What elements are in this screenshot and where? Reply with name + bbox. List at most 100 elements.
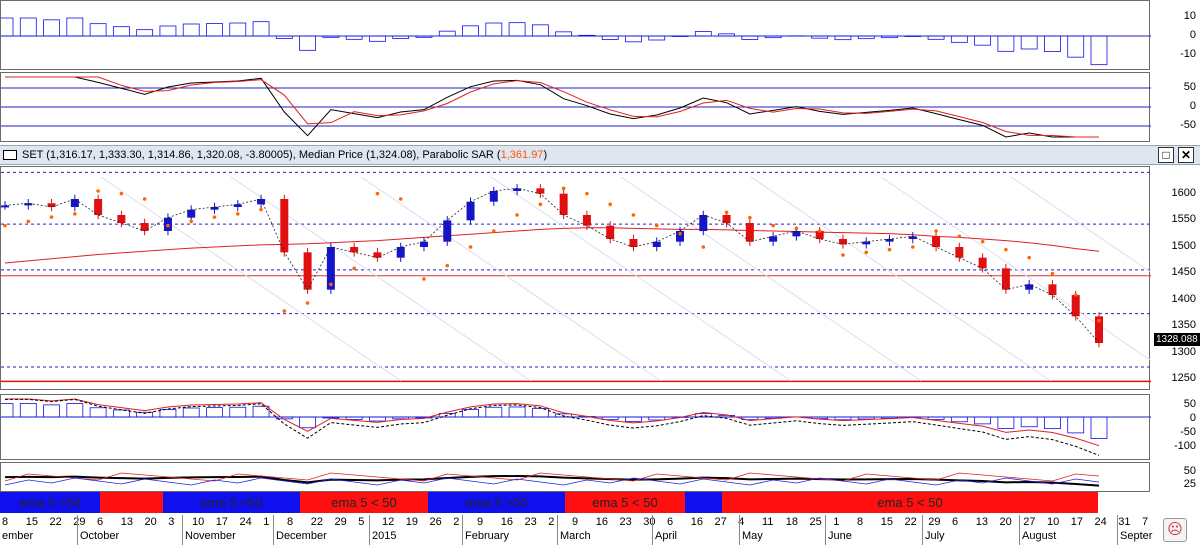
macd-bar <box>834 416 852 421</box>
month-separator <box>739 515 740 545</box>
date-label: 24 <box>1094 516 1107 528</box>
histogram-bar <box>43 19 60 37</box>
trend-line <box>230 176 532 382</box>
axis-tick: 25 <box>1183 478 1196 490</box>
candle-body <box>303 252 312 290</box>
sar-dot <box>701 245 706 249</box>
macd-bar <box>974 416 992 425</box>
axis-tick: 0 <box>1189 29 1196 41</box>
date-label: 6 <box>952 516 959 528</box>
macd-bar <box>206 407 223 418</box>
date-label: 9 <box>572 516 579 528</box>
sar-dot <box>235 212 240 216</box>
macd-bar <box>1020 416 1038 428</box>
candle-body <box>606 225 615 239</box>
sar-dot <box>724 210 729 215</box>
date-label: 6 <box>97 516 104 528</box>
sar-dot <box>887 247 892 252</box>
adx-line <box>4 474 1100 487</box>
histogram-bar <box>578 34 596 37</box>
candle-body <box>350 247 359 253</box>
histogram-bar <box>601 35 619 40</box>
date-label: 12 <box>382 516 395 528</box>
sar-dot <box>3 223 7 228</box>
oscillator-plot <box>1 76 1151 138</box>
axis-tick: 50 <box>1183 465 1196 477</box>
date-label: 4 <box>738 516 745 528</box>
candle-body <box>233 204 242 207</box>
macd-bar <box>229 406 247 418</box>
histogram-bar <box>438 30 456 37</box>
sad-face-icon[interactable]: ☹ <box>1163 518 1187 542</box>
candle-body <box>652 241 661 247</box>
sar-dot <box>585 191 589 196</box>
axis-tick: 1550 <box>1171 213 1196 225</box>
ema-band <box>685 492 722 513</box>
histogram-bar <box>462 25 479 37</box>
macd-bar <box>1067 416 1085 434</box>
histogram-bar <box>508 22 526 37</box>
histogram-bar <box>66 17 84 37</box>
dmi-minus-line <box>4 472 1100 482</box>
sar-dot <box>1073 293 1078 297</box>
month-separator <box>1019 515 1020 545</box>
sar-dot <box>817 229 822 233</box>
sar-dot <box>654 223 659 228</box>
date-label: 30 <box>643 516 656 528</box>
sar-dot <box>1097 318 1101 323</box>
macd-bar <box>555 413 573 418</box>
ema-band: ema 5 < 50 <box>300 492 428 513</box>
date-label: 18 <box>785 516 798 528</box>
close-icon[interactable]: ✕ <box>1178 147 1194 163</box>
month-label: 2015 <box>372 530 397 542</box>
axis-tick: 1250 <box>1171 372 1196 384</box>
candle-body <box>70 199 79 207</box>
trend-line <box>360 176 662 382</box>
trend-line <box>100 176 402 382</box>
histogram-bar <box>136 29 154 37</box>
ema-band: ema 5 < 50 <box>565 492 685 513</box>
date-label: 24 <box>239 516 252 528</box>
sar-dot <box>841 253 845 257</box>
histogram-bar <box>89 23 107 37</box>
histogram-bar <box>811 35 829 39</box>
histogram-bar <box>997 35 1015 52</box>
month-label: July <box>925 530 945 542</box>
histogram-bar <box>1090 35 1108 66</box>
candle-body <box>769 236 778 242</box>
date-label: 13 <box>975 516 988 528</box>
candle-body <box>396 247 405 258</box>
sar-dot <box>282 309 287 313</box>
histogram-bar <box>741 35 759 40</box>
maximize-icon[interactable]: □ <box>1158 147 1174 163</box>
macd-bar <box>694 413 712 418</box>
histogram-bar <box>485 22 503 37</box>
month-label: ember <box>2 530 34 542</box>
macd-bar <box>19 403 37 418</box>
candle-body <box>443 220 452 242</box>
date-label: 10 <box>1047 516 1060 528</box>
month-label: February <box>465 530 510 542</box>
histogram-bar <box>927 35 945 40</box>
histogram-bar <box>974 35 992 46</box>
histogram-bar <box>950 35 968 43</box>
histogram-bar <box>275 35 293 39</box>
macd-bar <box>811 416 829 420</box>
axis-tick: 50 <box>1183 398 1196 410</box>
candle-body <box>815 231 824 239</box>
sar-dot <box>1027 255 1031 260</box>
axis-tick: 50 <box>1183 81 1196 93</box>
month-separator <box>652 515 653 545</box>
month-label: August <box>1022 530 1057 542</box>
ema-band-row: ema 5 >50 ema 5 >50 ema 5 < 50 ema 5 >50 ema… <box>0 492 1150 513</box>
date-label: 15 <box>25 516 38 528</box>
sar-dot <box>957 234 962 239</box>
histogram-bar <box>112 26 130 37</box>
axis-tick: -100 <box>1173 440 1196 452</box>
histogram-bar <box>694 31 712 37</box>
sar-dot <box>259 207 263 212</box>
candle-body <box>745 223 754 242</box>
trend-line <box>1010 176 1151 273</box>
date-label: 15 <box>880 516 893 528</box>
candle-body <box>1048 284 1057 295</box>
